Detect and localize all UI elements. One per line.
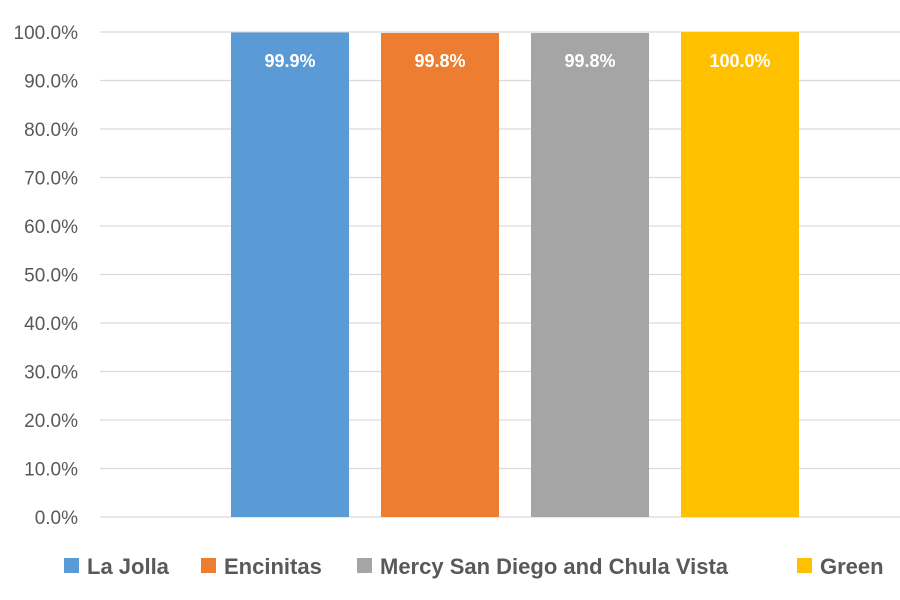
data-label: 100.0% xyxy=(709,51,770,71)
legend-swatch xyxy=(201,558,216,573)
legend-label: Encinitas xyxy=(224,554,322,579)
data-labels: 99.9% 99.8% 99.8% 100.0% xyxy=(264,51,770,71)
y-tick-label: 20.0% xyxy=(24,411,78,432)
bar xyxy=(531,32,649,517)
bars xyxy=(231,32,799,518)
bar xyxy=(231,32,349,518)
y-tick-label: 90.0% xyxy=(24,72,78,93)
legend-swatch xyxy=(797,558,812,573)
y-axis-ticks: 0.0% 10.0% 20.0% 30.0% 40.0% 50.0% 60.0% 70.0% 8… xyxy=(14,23,79,529)
y-tick-label: 50.0% xyxy=(24,266,78,287)
legend-label: Mercy San Diego and Chula Vista xyxy=(380,554,729,579)
legend-swatch xyxy=(64,558,79,573)
y-tick-label: 30.0% xyxy=(24,363,78,384)
data-label: 99.8% xyxy=(414,51,465,71)
y-tick-label: 40.0% xyxy=(24,314,78,335)
legend: La Jolla Encinitas Mercy San Diego and Chu… xyxy=(64,554,884,579)
bar xyxy=(381,32,499,517)
bar xyxy=(681,32,799,517)
y-tick-label: 60.0% xyxy=(24,217,78,238)
data-label: 99.9% xyxy=(264,51,315,71)
y-tick-label: 0.0% xyxy=(35,508,78,529)
legend-label: Green xyxy=(820,554,884,579)
y-tick-label: 10.0% xyxy=(24,460,78,481)
y-tick-label: 80.0% xyxy=(24,120,78,141)
legend-label: La Jolla xyxy=(87,554,170,579)
y-tick-label: 100.0% xyxy=(14,23,79,44)
y-tick-label: 70.0% xyxy=(24,169,78,190)
data-label: 99.8% xyxy=(564,51,615,71)
legend-swatch xyxy=(357,558,372,573)
